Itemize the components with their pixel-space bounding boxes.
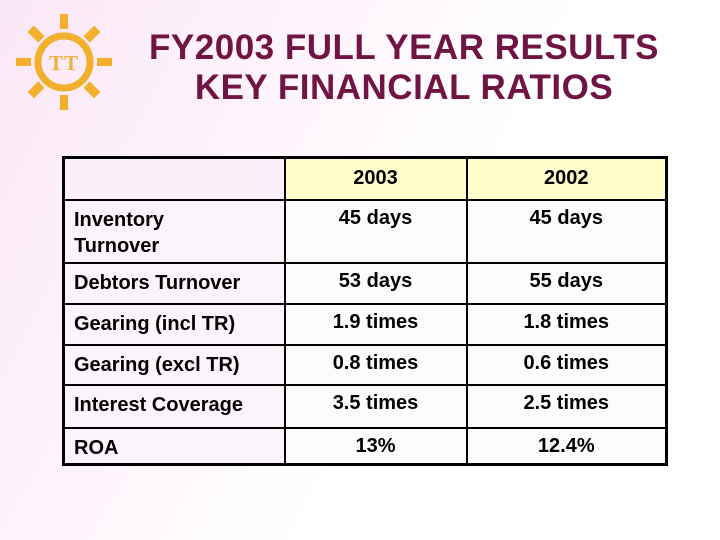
row-label-cell: Interest Coverage [62,383,286,429]
slide-title-line1: FY2003 FULL YEAR RESULTS [149,28,659,67]
row-label-cell: ROA [62,426,286,466]
slide-title-line2: KEY FINANCIAL RATIOS [194,68,614,107]
table-row: Inventory Turnover 45 days 45 days [62,198,668,264]
value-2003-cell: 53 days [283,261,468,305]
value-2002-cell: 12.4% [465,426,668,466]
value-2002-cell: 2.5 times [465,383,668,429]
value-2003-cell: 3.5 times [283,383,468,429]
corner-header-cell [62,156,286,201]
row-label-cell: Gearing (excl TR) [62,343,286,386]
col-header-2002: 2002 [465,156,668,201]
table-row: Gearing (incl TR) 1.9 times 1.8 times [62,302,668,346]
value-2002-cell: 45 days [465,198,668,264]
value-2002-cell: 1.8 times [465,302,668,346]
row-label: Inventory Turnover [74,208,165,257]
table-header-row: 2003 2002 [62,156,668,201]
value-2003-cell: 45 days [283,198,468,264]
table-row: Gearing (excl TR) 0.8 times 0.6 times [62,343,668,386]
financial-ratios-table: 2003 2002 Inventory Turnover 45 days 45 … [62,156,668,466]
table-row: Debtors Turnover 53 days 55 days [62,261,668,305]
value-2002-cell: 0.6 times [465,343,668,386]
slide-title: FY2003 FULL YEAR RESULTS KEY FINANCIAL R… [104,28,704,108]
table-row: ROA 13% 12.4% [62,426,668,466]
sun-logo-icon: TT [16,14,112,110]
row-label-cell: Debtors Turnover [62,261,286,305]
row-label-cell: Inventory Turnover [62,198,286,264]
col-header-2003: 2003 [283,156,468,201]
table-row: Interest Coverage 3.5 times 2.5 times [62,383,668,429]
value-2003-cell: 1.9 times [283,302,468,346]
value-2002-cell: 55 days [465,261,668,305]
row-label-cell: Gearing (incl TR) [62,302,286,346]
value-2003-cell: 0.8 times [283,343,468,386]
logo-monogram: TT [49,51,79,75]
value-2003-cell: 13% [283,426,468,466]
